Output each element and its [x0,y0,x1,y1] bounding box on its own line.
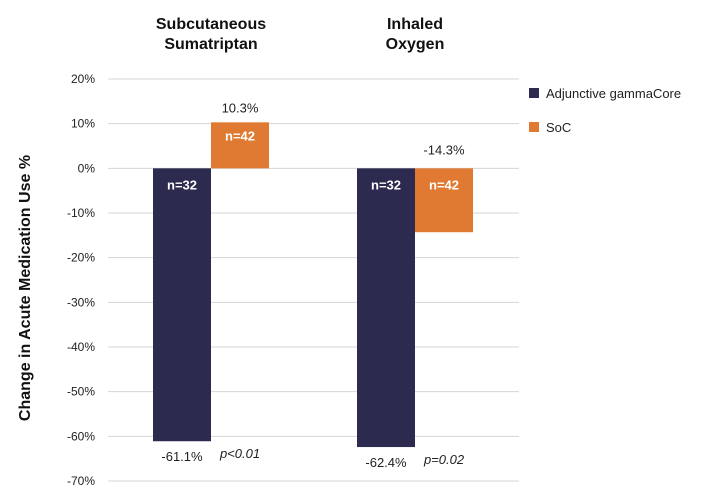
category-label: Inhaled [387,16,443,33]
y-tick-label: -60% [67,429,95,443]
legend-label: Adjunctive gammaCore [546,86,681,101]
bar-gammacore [357,168,415,448]
bar-soc [211,122,269,169]
bar-n-label: n=42 [225,128,255,143]
bar-n-label: n=32 [167,177,197,192]
p-value-label: p<0.01 [219,446,260,461]
bar-n-label: n=32 [371,177,401,192]
legend-swatch [529,122,539,132]
y-tick-label: 20% [71,72,95,86]
data-label: 10.3% [222,100,259,115]
y-tick-label: -50% [67,385,95,399]
y-tick-label: 0% [78,161,96,175]
y-tick-label: 10% [71,117,95,131]
data-label: -62.4% [365,455,407,470]
y-tick-label: -10% [67,206,95,220]
y-axis-title: Change in Acute Medication Use % [17,155,34,421]
bar-soc [415,168,473,233]
category-label: Oxygen [386,36,445,53]
bar-gammacore [153,168,211,442]
data-label: -61.1% [161,449,203,464]
y-tick-label: -70% [67,474,95,487]
category-label: Subcutaneous [156,16,266,33]
y-tick-label: -40% [67,340,95,354]
legend-swatch [529,88,539,98]
data-label: -14.3% [423,142,465,157]
p-value-label: p=0.02 [423,452,465,467]
category-label: Sumatriptan [164,36,257,53]
y-tick-label: -20% [67,251,95,265]
bar-n-label: n=42 [429,177,459,192]
legend-label: SoC [546,120,571,135]
y-tick-label: -30% [67,295,95,309]
